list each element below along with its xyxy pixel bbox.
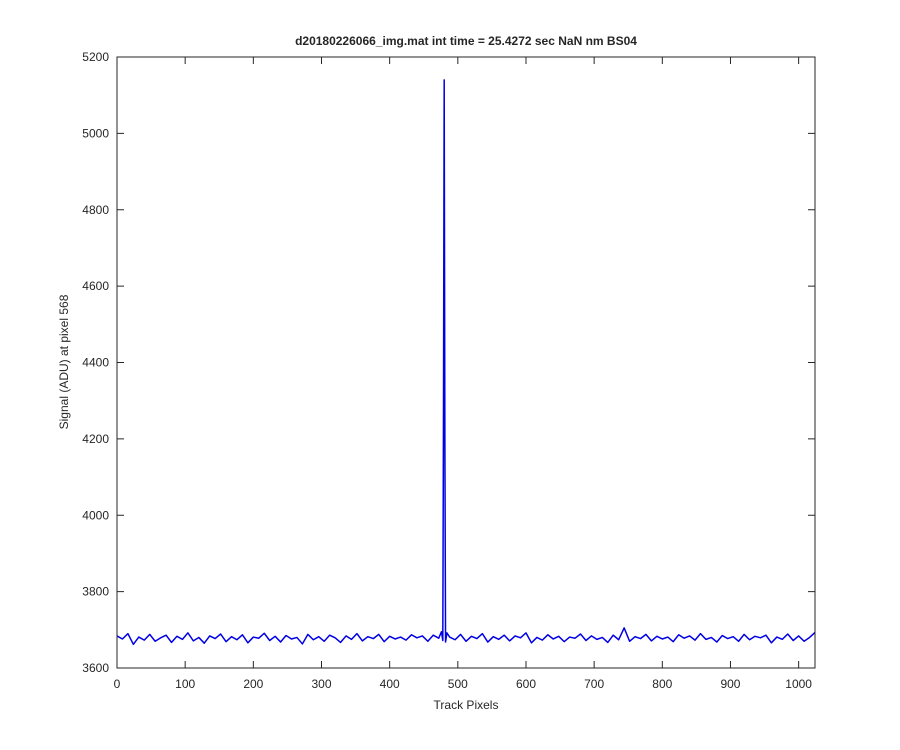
plot-frame	[116, 56, 816, 669]
x-tick-label: 1000	[785, 677, 812, 691]
y-tick-label: 4600	[82, 279, 109, 293]
x-tick-label: 700	[584, 677, 604, 691]
y-tick-label: 3800	[82, 585, 109, 599]
y-tick-label: 4000	[82, 508, 109, 522]
y-tick-label: 5200	[82, 50, 109, 64]
y-tick-label: 4400	[82, 356, 109, 370]
y-tick-label: 5000	[82, 126, 109, 140]
x-tick-label: 400	[380, 677, 400, 691]
chart-title: d20180226066_img.mat int time = 25.4272 …	[295, 34, 637, 48]
x-tick-label: 100	[175, 677, 195, 691]
x-axis-label: Track Pixels	[434, 698, 499, 712]
y-axis-label: Signal (ADU) at pixel 568	[57, 294, 71, 429]
x-tick-label: 800	[652, 677, 672, 691]
y-tick-label: 4200	[82, 432, 109, 446]
x-tick-label: 0	[114, 677, 121, 691]
x-tick-label: 200	[243, 677, 263, 691]
x-tick-label: 300	[311, 677, 331, 691]
x-tick-label: 500	[448, 677, 468, 691]
x-tick-label: 600	[516, 677, 536, 691]
x-tick-label: 900	[720, 677, 740, 691]
y-tick-label: 3600	[82, 661, 109, 675]
data-line	[116, 79, 816, 646]
y-tick-label: 4800	[82, 203, 109, 217]
